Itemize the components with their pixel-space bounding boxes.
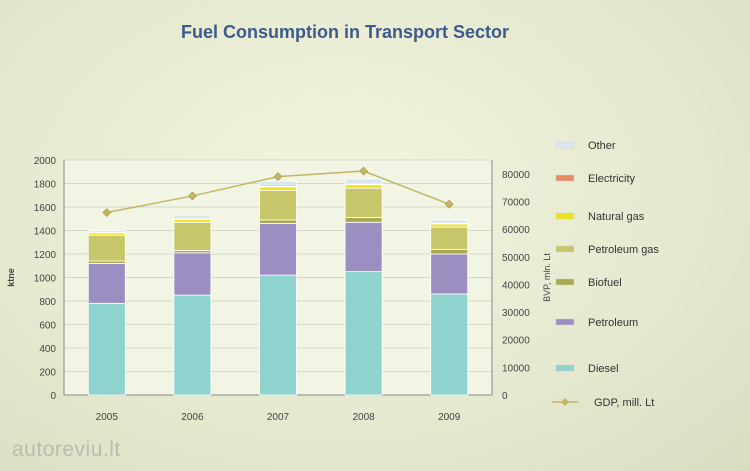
- bar-segment-other: [173, 214, 212, 220]
- bar-segment-diesel: [173, 294, 212, 396]
- legend-swatch-diesel: [555, 364, 575, 372]
- y2-tick-label: 0: [502, 391, 508, 402]
- legend-marker-gdp: [561, 398, 569, 406]
- bar-segment-petroleum-gas: [430, 226, 469, 250]
- bar-segment-other: [344, 178, 383, 185]
- y-tick-label: 1800: [34, 180, 57, 191]
- bar-segment-other: [87, 230, 126, 233]
- chart-title: Fuel Consumption in Transport Sector: [180, 22, 510, 42]
- legend-swatch-biofuel: [555, 278, 575, 286]
- bar-segment-petroleum-gas: [344, 187, 383, 218]
- y-tick-label: 1400: [34, 227, 57, 238]
- y-tick-label: 1600: [34, 203, 57, 214]
- gdp-point: [273, 172, 283, 182]
- y-tick-label: 2000: [34, 156, 57, 167]
- legend-label: Biofuel: [588, 277, 622, 289]
- legend-swatch-natural-gas: [555, 212, 575, 220]
- legend-label: Petroleum: [588, 317, 638, 329]
- legend-label: Other: [588, 140, 616, 152]
- bar-segment-other: [259, 180, 297, 187]
- x-tick-label: 2005: [96, 412, 119, 423]
- bar-segment-diesel: [87, 302, 126, 396]
- legend-swatch-petroleum: [555, 318, 575, 326]
- legend-label: Electricity: [588, 173, 636, 185]
- legend-label: Diesel: [588, 363, 619, 375]
- y2-tick-label: 70000: [502, 197, 530, 208]
- y2-tick-label: 50000: [502, 253, 530, 264]
- bar-segment-petroleum-gas: [173, 221, 212, 251]
- y2-tick-label: 60000: [502, 225, 530, 236]
- bar-segment-petroleum: [87, 262, 126, 304]
- bar-segment-natural-gas: [259, 186, 297, 191]
- legend-label: Natural gas: [588, 211, 645, 223]
- y-axis-title: ktne: [6, 268, 16, 287]
- x-tick-label: 2007: [267, 412, 290, 423]
- y2-tick-label: 30000: [502, 308, 530, 319]
- gdp-point: [359, 166, 369, 176]
- bar-segment-petroleum-gas: [259, 190, 297, 221]
- y-tick-label: 600: [39, 321, 56, 332]
- bar-segment-petroleum: [259, 223, 297, 276]
- gdp-point: [444, 199, 454, 209]
- bar-segment-diesel: [344, 271, 383, 396]
- bar-segment-natural-gas: [173, 218, 212, 223]
- y2-tick-label: 20000: [502, 336, 530, 347]
- y2-tick-label: 40000: [502, 280, 530, 291]
- y-tick-label: 1200: [34, 250, 57, 261]
- legend-swatch-other: [555, 141, 575, 149]
- bar-segment-other: [430, 219, 469, 224]
- gdp-point: [187, 191, 197, 201]
- x-tick-label: 2009: [438, 412, 461, 423]
- bar-segment-biofuel: [344, 217, 383, 223]
- bar-segment-diesel: [259, 274, 297, 396]
- bar-segment-natural-gas: [344, 184, 383, 189]
- y2-tick-label: 10000: [502, 363, 530, 374]
- bar-segment-natural-gas: [430, 223, 469, 228]
- watermark: autoreviu.lt: [12, 438, 121, 461]
- legend-label: Petroleum gas: [588, 244, 659, 256]
- bar-segment-petroleum: [344, 221, 383, 273]
- bar-segment-petroleum-gas: [87, 234, 126, 262]
- bar-segment-biofuel: [259, 219, 297, 224]
- legend-label: GDP, mill. Lt: [594, 397, 654, 409]
- y2-tick-label: 80000: [502, 170, 530, 181]
- bar-segment-petroleum: [430, 253, 469, 295]
- y-tick-label: 800: [39, 297, 56, 308]
- bar-segment-diesel: [430, 293, 469, 396]
- gdp-point: [102, 208, 112, 217]
- y-tick-label: 1000: [34, 274, 57, 285]
- y-tick-label: 0: [50, 391, 56, 402]
- x-tick-label: 2008: [352, 412, 375, 423]
- y-tick-label: 400: [39, 344, 56, 355]
- bar-segment-biofuel: [430, 248, 469, 255]
- bar-segment-petroleum: [173, 252, 212, 296]
- legend-swatch-petroleum-gas: [555, 245, 575, 253]
- y2-axis-title: BVP, mln. Lt: [542, 253, 552, 302]
- legend-swatch-electricity: [555, 174, 575, 182]
- y-tick-label: 200: [39, 368, 56, 379]
- x-tick-label: 2006: [181, 412, 204, 423]
